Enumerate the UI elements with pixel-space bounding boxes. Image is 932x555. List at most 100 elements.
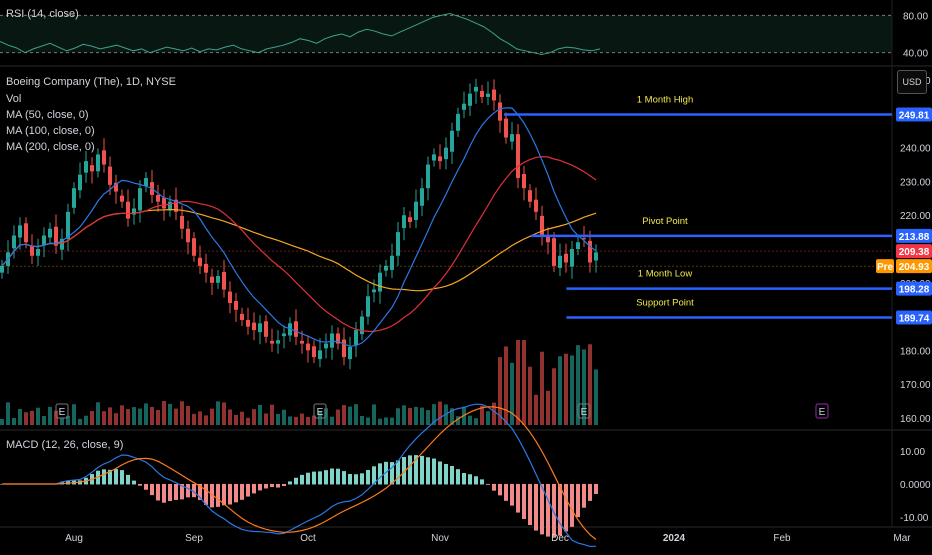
candle-body (414, 201, 418, 220)
macd-histogram-bar (300, 474, 304, 485)
volume-bar (180, 401, 184, 425)
macd-histogram-bar (534, 483, 538, 531)
level-price-tag-text: 189.74 (899, 313, 930, 324)
volume-bar (564, 353, 568, 425)
x-axis-label: Sep (185, 533, 203, 544)
candle-body (0, 265, 4, 273)
volume-bar (546, 390, 550, 425)
volume-bar (78, 418, 82, 425)
volume-bar (174, 408, 178, 425)
volume-bar (42, 416, 46, 425)
volume-bar (6, 402, 10, 425)
volume-bar (312, 415, 316, 425)
macd-tick-label: -10.00 (900, 513, 929, 524)
x-axis-label: Dec (551, 533, 569, 544)
candle-body (426, 164, 430, 189)
candle-body (204, 263, 208, 273)
volume-bar (288, 416, 292, 425)
macd-histogram-bar (186, 483, 190, 498)
candle-body (432, 154, 436, 161)
macd-histogram-bar (378, 463, 382, 485)
pre-label-box (876, 259, 894, 274)
earnings-marker-label: E (59, 407, 66, 418)
level-label: Pivot Point (642, 216, 688, 227)
candle-body (384, 265, 388, 271)
volume-bar (384, 417, 388, 425)
volume-bar (24, 412, 28, 425)
candle-body (348, 346, 352, 360)
volume-bar (186, 405, 190, 425)
volume-bar (234, 414, 238, 425)
candle-body (60, 238, 64, 250)
candle-body (528, 190, 532, 202)
macd-histogram-bar (570, 483, 574, 527)
candle-body (402, 215, 406, 229)
volume-bar (54, 410, 58, 425)
candle-body (360, 316, 364, 335)
volume-bar (96, 402, 100, 425)
currency-button[interactable]: USD (897, 70, 927, 94)
macd-histogram-bar (330, 468, 334, 485)
macd-histogram-bar (204, 483, 208, 505)
macd-histogram-bar (258, 483, 262, 491)
candle-body (192, 238, 196, 256)
macd-histogram-bar (504, 483, 508, 501)
ma200-line (1, 208, 597, 292)
macd-histogram-bar (480, 479, 484, 485)
candle-body (36, 249, 40, 256)
volume-bar (228, 409, 232, 425)
volume-bar (552, 368, 556, 425)
price-tick-label: 180.00 (900, 346, 931, 357)
signal-line (2, 406, 597, 540)
candle-body (120, 195, 124, 202)
candle-body (540, 215, 544, 236)
candle-body (396, 232, 400, 256)
macd-title: MACD (12, 26, close, 9) (6, 439, 123, 451)
indicator-label: MA (200, close, 0) (6, 141, 95, 153)
macd-histogram-bar (342, 471, 346, 485)
macd-line (2, 403, 597, 548)
macd-histogram-bar (450, 466, 454, 485)
x-axis-label: Oct (300, 533, 316, 544)
candle-body (174, 199, 178, 212)
volume-bar (438, 401, 442, 425)
macd-histogram-bar (414, 455, 418, 485)
macd-histogram-bar (510, 483, 514, 506)
macd-histogram-bar (426, 457, 430, 485)
volume-bar (480, 405, 484, 425)
candle-body (522, 174, 526, 189)
x-axis-label: Nov (431, 533, 449, 544)
candle-body (330, 333, 334, 348)
candle-body (354, 330, 358, 345)
candle-body (372, 289, 376, 293)
volume-bar (306, 416, 310, 425)
candle-body (444, 147, 448, 160)
candle-body (486, 93, 490, 97)
volume-bar (540, 351, 544, 425)
volume-bar (558, 356, 562, 425)
macd-histogram-bar (522, 483, 526, 520)
macd-histogram-bar (366, 470, 370, 485)
volume-bar (378, 418, 382, 425)
candle-body (588, 240, 592, 263)
macd-histogram-bar (180, 483, 184, 500)
macd-histogram-bar (228, 483, 232, 505)
volume-bar (372, 404, 376, 425)
candle-body (276, 340, 280, 344)
volume-bar (90, 411, 94, 425)
volume-bar (414, 406, 418, 425)
volume-bar (492, 402, 496, 425)
macd-histogram-bar (468, 474, 472, 485)
price-tag-text: 209.38 (899, 247, 930, 258)
candle-body (366, 296, 370, 317)
volume-bar (522, 340, 526, 425)
volume-bar (126, 408, 130, 425)
candle-body (282, 333, 286, 337)
macd-histogram-bar (192, 483, 196, 498)
price-tick-label: 170.00 (900, 380, 931, 391)
volume-bar (468, 415, 472, 425)
level-price-tag-text: 249.81 (899, 111, 930, 122)
macd-histogram-bar (582, 483, 586, 508)
